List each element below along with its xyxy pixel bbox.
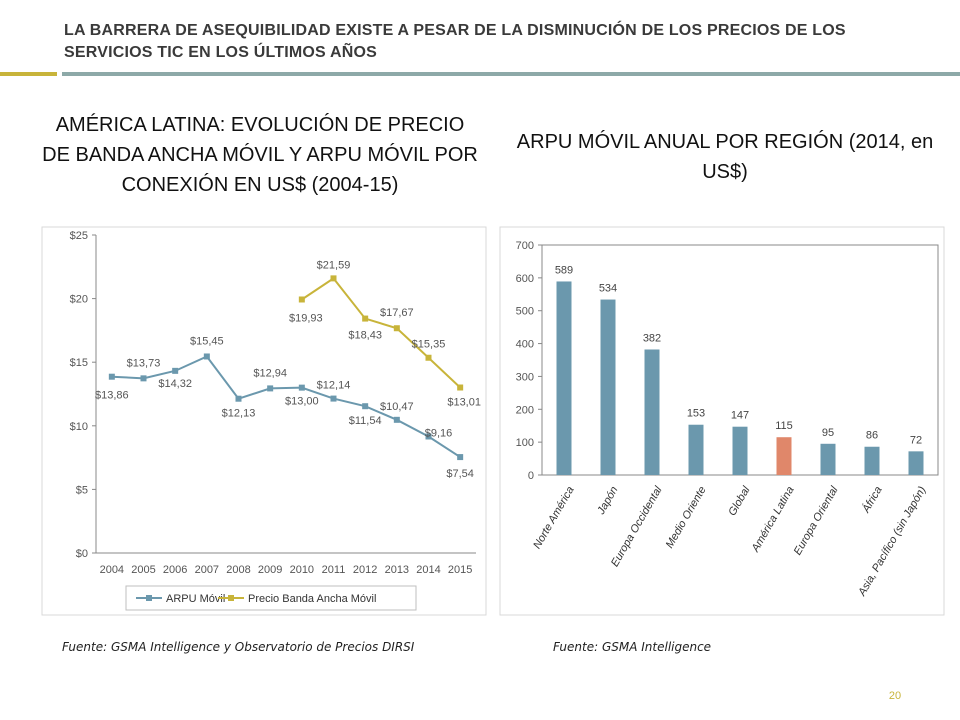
x-tick-label: 2015 xyxy=(448,564,472,576)
data-point xyxy=(108,373,115,380)
left-chart-title: AMÉRICA LATINA: EVOLUCIÓN DE PRECIO DE B… xyxy=(42,114,478,196)
bar-value-label: 534 xyxy=(599,283,617,295)
data-label: $14,32 xyxy=(158,378,192,390)
bar-value-label: 95 xyxy=(822,427,834,439)
x-tick-label: 2006 xyxy=(163,564,187,576)
right-source-note: Fuente: GSMA Intelligence xyxy=(553,640,712,654)
data-point xyxy=(140,375,147,382)
data-label: $11,54 xyxy=(349,415,382,427)
y-tick-label: 100 xyxy=(516,437,534,449)
x-tick-label: 2007 xyxy=(195,564,219,576)
legend-box xyxy=(125,585,417,611)
right-chart-title: ARPU MÓVIL ANUAL POR REGIÓN (2014, en US… xyxy=(516,131,934,183)
header-rule xyxy=(62,72,960,76)
data-point xyxy=(362,315,369,322)
x-tick-label: 2012 xyxy=(353,564,377,576)
data-label: $9,16 xyxy=(425,427,453,439)
data-point xyxy=(362,403,369,410)
data-label: $17,67 xyxy=(380,307,414,319)
page-number: 20 xyxy=(888,690,902,702)
data-label: $10,47 xyxy=(380,401,414,413)
series-line-arpu xyxy=(111,355,461,458)
data-label: $15,35 xyxy=(412,339,446,351)
data-point xyxy=(457,454,464,461)
chart-frame xyxy=(499,226,945,616)
data-label: $13,00 xyxy=(285,396,319,408)
chart-frame xyxy=(41,226,487,616)
slide-title: LA BARRERA DE ASEQUIBILIDAD EXISTE A PES… xyxy=(64,22,846,61)
x-tick-label: 2008 xyxy=(226,564,250,576)
y-tick-label: 700 xyxy=(516,240,534,252)
bar xyxy=(864,446,880,475)
bar xyxy=(820,443,836,475)
y-tick-label: 400 xyxy=(516,339,534,351)
bar-value-label: 115 xyxy=(775,420,793,432)
series-line-precio xyxy=(301,277,461,389)
data-point xyxy=(330,395,337,402)
data-label: $21,59 xyxy=(317,259,351,271)
y-tick-label: 500 xyxy=(516,306,534,318)
data-point xyxy=(203,353,210,360)
data-label: $12,14 xyxy=(317,380,351,392)
bar-value-label: 589 xyxy=(555,264,573,276)
accent-rule xyxy=(0,72,57,76)
data-point xyxy=(393,416,400,423)
bar-value-label: 72 xyxy=(910,434,922,446)
x-tick-label: 2010 xyxy=(290,564,314,576)
x-tick-label: 2011 xyxy=(322,564,346,576)
bar-value-label: 147 xyxy=(731,410,749,422)
x-tick-label: 2013 xyxy=(385,564,409,576)
data-point xyxy=(425,433,432,440)
x-tick-label: 2005 xyxy=(131,564,155,576)
y-tick-label: 600 xyxy=(516,273,534,285)
bar xyxy=(600,299,616,475)
left-source-note: Fuente: GSMA Intelligence y Observatorio… xyxy=(62,640,415,654)
bar-value-label: 382 xyxy=(643,332,661,344)
y-tick-label: $10 xyxy=(70,421,88,433)
bar xyxy=(732,426,748,475)
legend-label: ARPU Móvil xyxy=(166,593,225,605)
data-label: $12,13 xyxy=(222,408,256,420)
legend-label: Precio Banda Ancha Móvil xyxy=(248,593,376,605)
data-label: $13,01 xyxy=(447,397,481,409)
y-tick-label: 300 xyxy=(516,371,534,383)
data-label: $15,45 xyxy=(190,335,224,347)
data-point xyxy=(425,354,432,361)
data-label: $13,73 xyxy=(127,357,161,369)
line-chart: $0 $5 $10 $15 $20 $25 2004 2005 2006 2007 2008 2009… xyxy=(41,226,487,616)
bar xyxy=(908,451,924,475)
y-tick-label: $25 xyxy=(70,230,88,242)
data-point xyxy=(172,367,179,374)
bar xyxy=(644,349,660,475)
y-tick-label: $15 xyxy=(70,357,88,369)
data-point xyxy=(298,384,305,391)
y-tick-label: 0 xyxy=(528,470,534,482)
bar-value-label: 153 xyxy=(687,408,705,420)
y-tick-label: $0 xyxy=(76,548,88,560)
data-label: $12,94 xyxy=(253,367,287,379)
data-label: $7,54 xyxy=(446,468,474,480)
bar xyxy=(688,424,704,475)
y-tick-label: 200 xyxy=(516,404,534,416)
data-point xyxy=(235,395,242,402)
data-point xyxy=(393,325,400,332)
legend-marker xyxy=(228,595,234,601)
y-tick-label: $5 xyxy=(76,484,88,496)
legend-marker xyxy=(146,595,152,601)
x-tick-label: 2004 xyxy=(100,564,124,576)
x-tick-label: 2014 xyxy=(416,564,440,576)
bar xyxy=(556,281,572,475)
data-label: $19,93 xyxy=(289,312,323,324)
data-point xyxy=(298,296,305,303)
data-point xyxy=(267,385,274,392)
data-point xyxy=(457,384,464,391)
y-tick-label: $20 xyxy=(70,294,88,306)
x-tick-label: 2009 xyxy=(258,564,282,576)
data-label: $18,43 xyxy=(348,330,382,342)
bar xyxy=(776,437,792,475)
bar-value-label: 86 xyxy=(866,430,878,442)
data-label: $13,86 xyxy=(95,390,129,402)
data-point xyxy=(330,275,337,282)
